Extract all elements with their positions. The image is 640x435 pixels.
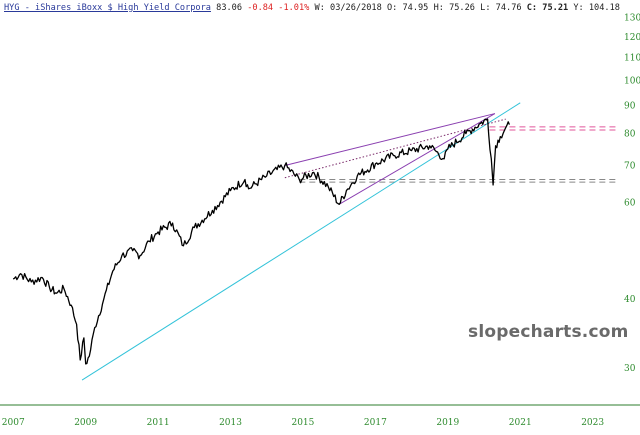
x-tick-label: 2017 (364, 418, 387, 428)
x-tick-label: 2021 (509, 418, 532, 428)
low-value: L: 74.76 (480, 3, 522, 13)
ticker-title[interactable]: HYG - iShares iBoxx $ High Yield Corpora (4, 3, 211, 13)
x-tick-label: 2007 (2, 418, 25, 428)
open-value: O: 74.95 (386, 3, 429, 13)
y-tick-label: 130 (624, 14, 640, 24)
y-tick-label: 100 (624, 76, 640, 86)
price-line (12, 118, 510, 365)
chart-header: HYG - iShares iBoxx $ High Yield Corpora… (4, 3, 620, 13)
y-tick-label: 110 (624, 54, 640, 64)
x-tick-label: 2011 (147, 418, 170, 428)
x-tick-label: 2019 (436, 418, 459, 428)
price-change-pct: -1.01% (278, 3, 310, 13)
close-value: 75.21 (542, 3, 569, 13)
dotted-trend-line (284, 118, 506, 179)
y-tick-label: 30 (624, 364, 636, 374)
y-readout: Y: 104.18 (573, 3, 620, 13)
y-tick-label: 70 (624, 161, 636, 171)
x-tick-label: 2015 (291, 418, 314, 428)
close-label: C: (526, 3, 538, 13)
y-tick-label: 60 (624, 198, 636, 208)
y-tick-label: 40 (624, 295, 636, 305)
week-date: W: 03/26/2018 (314, 3, 382, 13)
watermark: slopecharts.com (468, 322, 629, 342)
y-tick-label: 90 (624, 101, 636, 111)
x-tick-label: 2013 (219, 418, 242, 428)
x-tick-label: 2009 (74, 418, 97, 428)
purple-upper-line (284, 113, 495, 166)
purple-lower-line (338, 113, 496, 205)
y-tick-label: 120 (624, 33, 640, 43)
last-price: 83.06 (216, 3, 243, 13)
price-change: -0.84 (247, 3, 274, 13)
x-tick-label: 2023 (581, 418, 604, 428)
y-tick-label: 80 (624, 130, 636, 140)
high-value: H: 75.26 (433, 3, 475, 13)
